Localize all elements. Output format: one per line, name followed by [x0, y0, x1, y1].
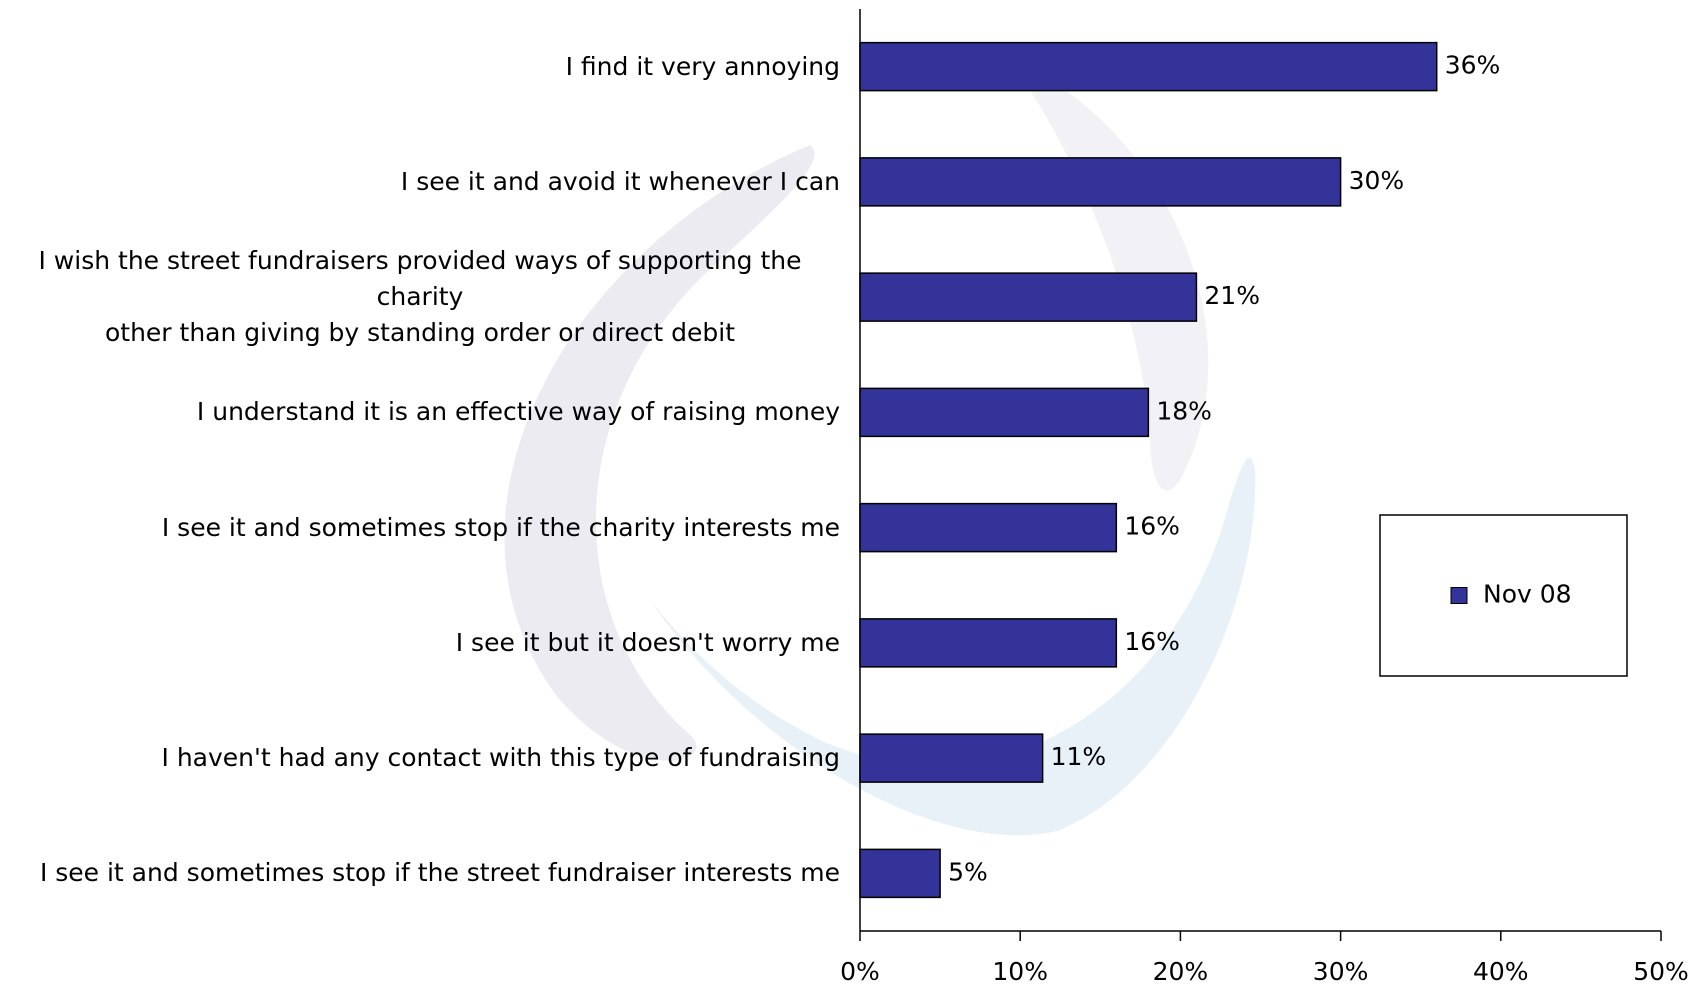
y-tick-label: I wish the street fundraisers provided w…: [38, 246, 802, 348]
x-tick-label: 20%: [1153, 957, 1209, 986]
legend-marker: [1450, 587, 1468, 604]
y-tick-label: I haven't had any contact with this type…: [161, 743, 841, 773]
background-swoosh: [504, 145, 815, 761]
y-tick-label: I see it but it doesn't worry me: [455, 627, 840, 657]
y-tick-label: I see it and avoid it whenever I can: [400, 166, 840, 196]
y-tick-label: I understand it is an effective way of r…: [196, 397, 840, 427]
x-tick-label: 40%: [1473, 957, 1529, 986]
x-tick-label: 0%: [840, 957, 880, 986]
bar: [859, 387, 1150, 438]
data-label: 18%: [1156, 396, 1212, 425]
bar: [859, 157, 1342, 207]
x-tick-label: 50%: [1633, 957, 1689, 986]
y-tick-label: I see it and sometimes stop if the stree…: [39, 858, 840, 888]
x-tick-label: 10%: [992, 957, 1048, 986]
y-tick-label: I find it very annoying: [565, 51, 840, 81]
x-tick-label: 30%: [1313, 957, 1369, 986]
y-tick-label: I see it and sometimes stop if the chari…: [161, 512, 840, 542]
background-swoosh: [650, 457, 1256, 836]
legend-label: Nov 08: [1483, 580, 1572, 609]
bar: [859, 272, 1198, 322]
data-label: 21%: [1204, 281, 1260, 310]
background-swoosh: [1010, 60, 1209, 491]
data-label: 16%: [1124, 512, 1180, 541]
data-label: 30%: [1349, 166, 1405, 195]
data-label: 36%: [1445, 51, 1501, 80]
bar: [859, 848, 941, 899]
bar: [859, 733, 1044, 783]
data-label: 5%: [948, 857, 988, 886]
bar: [859, 618, 1118, 668]
data-label: 16%: [1124, 627, 1180, 656]
bar: [859, 502, 1118, 553]
data-label: 11%: [1051, 742, 1107, 771]
legend-box: [1379, 514, 1628, 677]
bar: [859, 41, 1438, 92]
